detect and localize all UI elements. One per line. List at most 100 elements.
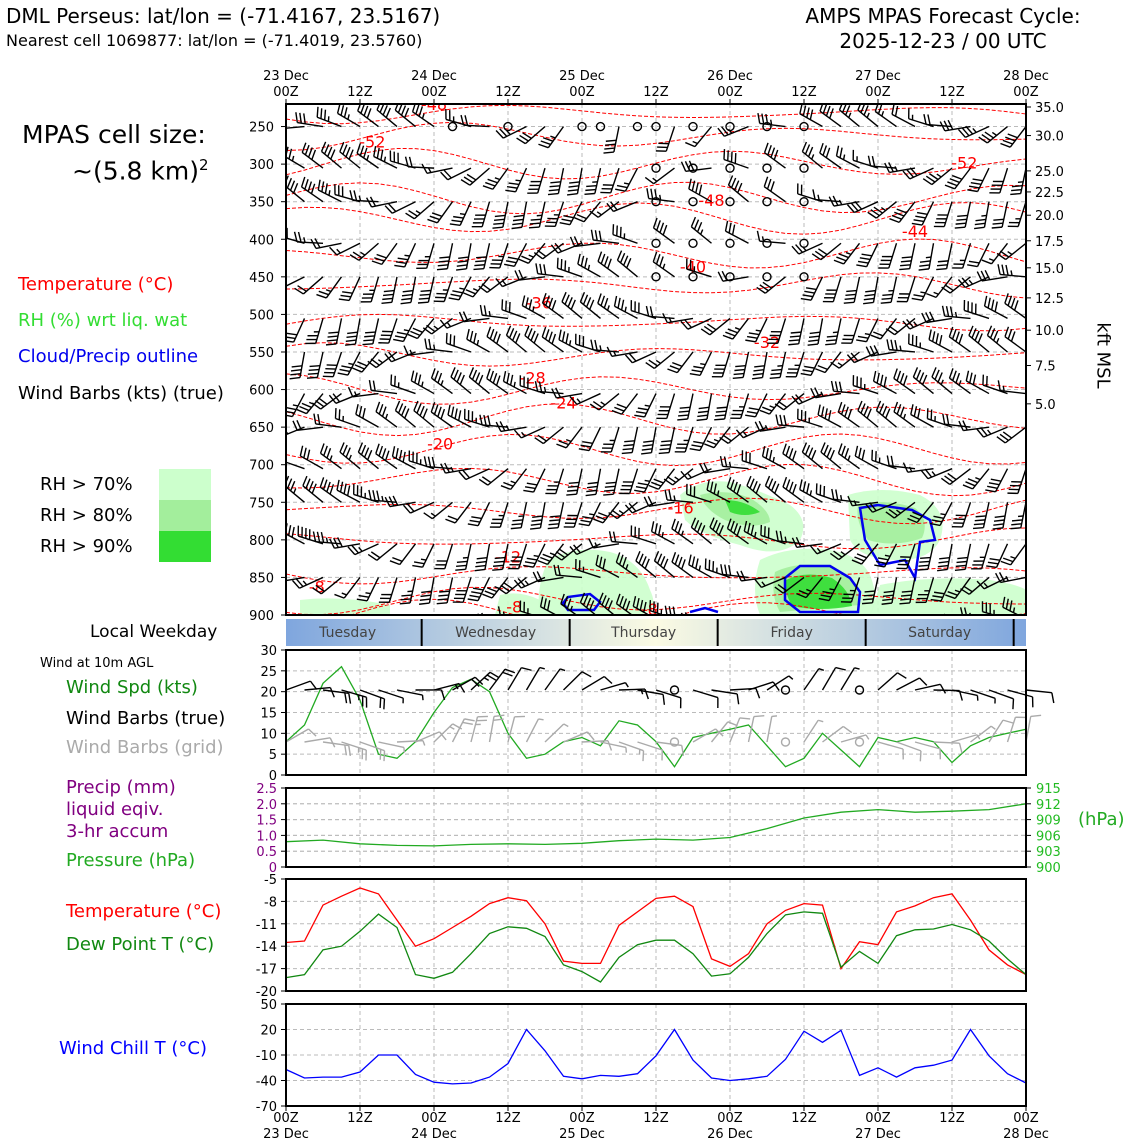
- barb-staff: [388, 577, 398, 603]
- barb-full: [493, 718, 504, 722]
- barb-full: [330, 149, 336, 160]
- wind-barb: [774, 576, 805, 594]
- wind-barb: [837, 443, 860, 470]
- barb-half: [430, 512, 436, 517]
- barb-staff: [963, 617, 989, 619]
- wind-barb: [486, 326, 509, 353]
- barb-full: [376, 104, 381, 111]
- barb-full: [697, 414, 708, 418]
- wind-barb: [637, 741, 663, 761]
- barb-full: [722, 334, 733, 340]
- barb-full: [867, 155, 872, 167]
- barb-staff: [452, 676, 476, 691]
- wind-barb: [458, 311, 490, 323]
- barb-full: [405, 212, 415, 220]
- barb-full: [392, 557, 403, 562]
- barb-staff: [692, 728, 716, 743]
- barb-staff: [507, 667, 522, 691]
- barb-staff: [951, 734, 978, 743]
- barb-full: [897, 672, 907, 679]
- barb-full: [961, 127, 970, 137]
- barb-staff: [857, 109, 879, 128]
- barb-full: [802, 369, 813, 373]
- barb-staff: [795, 351, 805, 377]
- barb-full: [762, 406, 773, 412]
- barb-full: [576, 213, 587, 220]
- barb-full: [408, 156, 413, 168]
- wind-barb: [489, 502, 509, 528]
- barb-full: [471, 591, 482, 595]
- wind-barb: [541, 292, 564, 319]
- barb-full: [754, 421, 761, 432]
- wind-barb: [788, 318, 805, 346]
- barb-half: [271, 331, 276, 333]
- wind-barb: [317, 179, 342, 203]
- barb-half: [476, 339, 480, 346]
- wind-barb: [325, 318, 343, 346]
- barb-full: [478, 374, 484, 385]
- barb-full: [817, 364, 828, 371]
- barb-staff: [907, 468, 934, 473]
- barb-full: [515, 333, 521, 344]
- barb-full: [625, 600, 631, 611]
- barb-half: [698, 565, 702, 571]
- top-hour-label: 00Z: [569, 85, 595, 100]
- barb-full: [624, 504, 633, 514]
- barb-full: [569, 546, 578, 555]
- barb-half: [991, 131, 998, 136]
- barb-half: [459, 287, 465, 290]
- barb-full: [749, 478, 755, 489]
- top-hour-label: 00Z: [865, 85, 891, 100]
- barb-full: [365, 197, 373, 208]
- wind-barb: [558, 329, 583, 353]
- barb-staff: [488, 668, 506, 691]
- barb-full: [416, 403, 422, 414]
- wind-barb: [736, 570, 768, 582]
- barb-staff: [805, 576, 824, 599]
- wind-barb: [341, 689, 368, 708]
- legend-wind-speed: Wind Spd (kts): [66, 677, 198, 698]
- barb-staff: [600, 741, 627, 749]
- barb-full: [606, 202, 614, 212]
- barb-full: [512, 218, 524, 222]
- wind-barb: [815, 351, 842, 374]
- barb-half: [853, 500, 857, 506]
- barb-full: [773, 149, 779, 161]
- wind-barb: [874, 104, 897, 128]
- barb-full: [624, 440, 635, 443]
- barb-full: [714, 414, 726, 417]
- barb-full: [274, 429, 281, 437]
- barb-full: [1007, 133, 1018, 139]
- wind-barb: [921, 311, 953, 324]
- barb-full: [274, 572, 279, 581]
- barb-full: [395, 448, 399, 459]
- wind-barb: [304, 686, 335, 698]
- wind-barb: [847, 495, 879, 507]
- barb-staff: [816, 543, 842, 555]
- wind-barb: [914, 741, 942, 760]
- barb-half: [565, 438, 572, 443]
- barb-staff: [629, 468, 639, 494]
- barb-full: [931, 367, 937, 378]
- barb-full: [401, 297, 412, 301]
- barb-full: [528, 226, 540, 229]
- barb-staff: [816, 493, 842, 503]
- barb-full: [261, 336, 271, 339]
- barb-staff: [748, 681, 774, 691]
- barb-staff: [968, 576, 990, 595]
- barb-staff: [896, 741, 922, 752]
- barb-full: [863, 301, 874, 305]
- barb-half: [894, 166, 898, 172]
- barb-full: [968, 325, 974, 336]
- barb-staff: [521, 426, 546, 439]
- barb-full: [1010, 192, 1021, 196]
- barb-half: [550, 135, 556, 139]
- barb-staff: [783, 393, 805, 411]
- barb-full: [522, 132, 532, 139]
- barb-full: [672, 361, 683, 367]
- barb-full: [736, 693, 740, 705]
- barb-staff: [854, 201, 879, 214]
- barb-full: [968, 185, 980, 189]
- wind-barb: [339, 141, 361, 169]
- barb-full: [863, 297, 875, 301]
